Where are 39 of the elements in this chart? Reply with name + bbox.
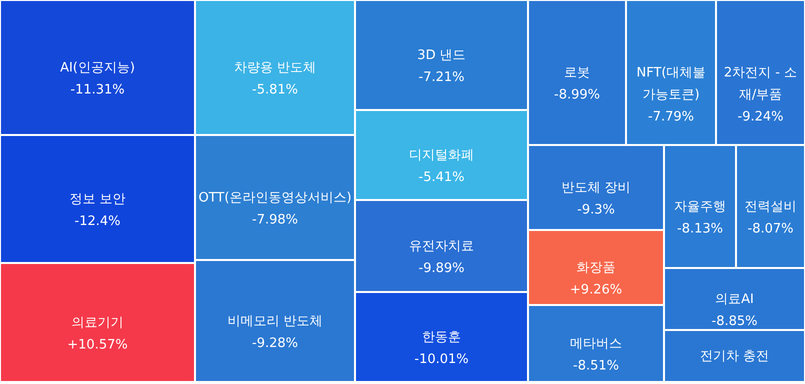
category-label: 전기차 충전 xyxy=(700,349,770,364)
category-label: 한동훈 xyxy=(422,330,461,345)
data-label: -9.89% xyxy=(418,261,464,276)
category-label: 자율주행 xyxy=(674,200,726,214)
data-label: -10.01% xyxy=(414,352,469,367)
data-label: -5.41% xyxy=(418,170,464,185)
data-label: -9.3% xyxy=(577,202,615,218)
category-label: 화장품 xyxy=(576,260,616,276)
data-label: -7.21% xyxy=(418,70,464,85)
data-label: +9.26% xyxy=(570,282,622,298)
category-label: AI(인공지능) xyxy=(60,60,135,76)
category-label: 반도체 장비 xyxy=(561,180,631,196)
data-label: -8.13% xyxy=(677,222,723,236)
category-label: 2차전지 - 소재/부품 xyxy=(724,66,798,102)
data-label: -7.79% xyxy=(648,110,694,124)
category-label: OTT(온라인동영상서비스) xyxy=(198,190,352,206)
category-label: 디지털화폐 xyxy=(409,148,474,163)
data-label: -9.28% xyxy=(252,336,298,351)
data-label: -8.07% xyxy=(748,222,794,236)
category-label: 정보 보안 xyxy=(69,192,126,207)
category-label: 메타버스 xyxy=(570,336,622,352)
category-label: 전력설비 xyxy=(744,200,796,214)
category-label: 차량용 반도체 xyxy=(234,60,316,76)
data-label: -12.4% xyxy=(74,214,120,229)
category-label: 의료AI xyxy=(715,292,754,307)
category-label: 로봇 xyxy=(564,66,590,80)
category-label: 비메모리 반도체 xyxy=(227,314,323,329)
category-label: 3D 낸드 xyxy=(417,48,466,63)
data-label: +10.57% xyxy=(67,338,128,352)
category-label: 유전자치료 xyxy=(409,239,474,254)
data-label: -8.51% xyxy=(573,358,619,374)
data-label: -5.81% xyxy=(252,82,298,98)
category-label: NFT(대체불가능토큰) xyxy=(636,66,706,102)
data-label: -8.99% xyxy=(554,88,600,102)
data-label: -7.98% xyxy=(252,212,298,228)
data-label: -8.85% xyxy=(712,314,758,329)
data-label: -9.24% xyxy=(738,110,784,124)
data-label: -11.31% xyxy=(70,82,125,98)
category-label: 의료기기 xyxy=(72,316,124,330)
